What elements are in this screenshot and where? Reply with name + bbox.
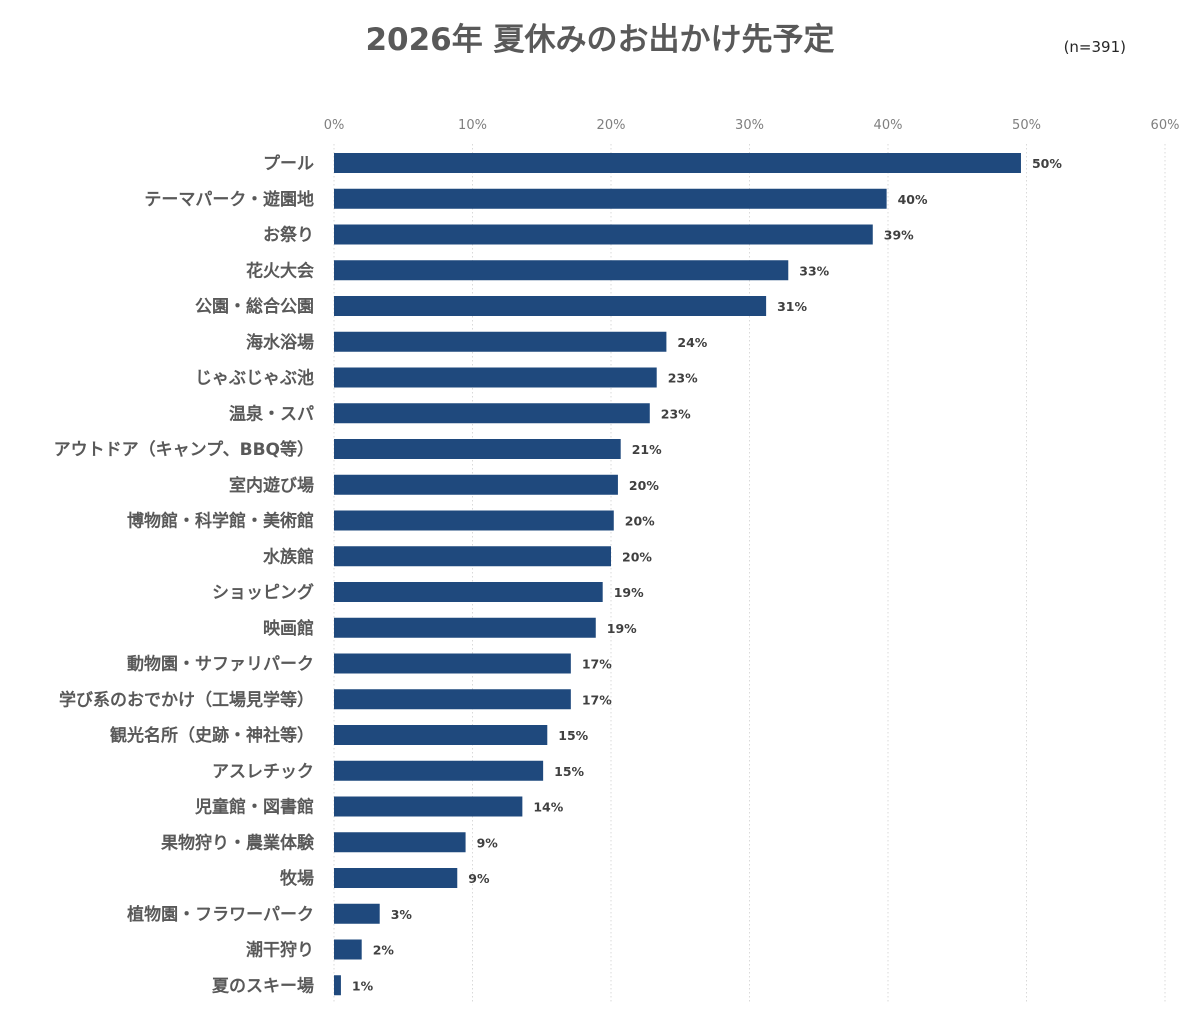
category-label: 室内遊び場 bbox=[229, 475, 314, 496]
category-label: 海水浴場 bbox=[246, 332, 314, 353]
category-label: 学び系のおでかけ（工場見学等） bbox=[59, 689, 314, 710]
bar bbox=[334, 617, 596, 638]
bar bbox=[334, 546, 611, 567]
x-tick-label: 20% bbox=[597, 118, 626, 133]
bars bbox=[334, 153, 1021, 996]
category-label: テーマパーク・遊園地 bbox=[144, 189, 314, 210]
category-label: アスレチック bbox=[212, 762, 314, 782]
category-label: ショッピング bbox=[212, 582, 314, 603]
bar bbox=[334, 510, 614, 531]
data-label: 40% bbox=[898, 192, 928, 207]
data-labels: 50% 40% 39% 33% 31% 24% 23% 23% 21% 20% 20% 20% 19% 1… bbox=[352, 156, 1062, 993]
data-label: 19% bbox=[614, 585, 644, 600]
data-label: 21% bbox=[632, 442, 662, 457]
bar bbox=[334, 868, 458, 888]
category-label: アウトドア（キャンプ、BBQ等） bbox=[54, 439, 314, 460]
bar bbox=[334, 725, 548, 745]
x-tick-label: 0% bbox=[324, 118, 345, 133]
category-labels: プールテーマパーク・遊園地お祭り花火大会公園・総合公園海水浴場じゃぶじゃぶ池温泉… bbox=[54, 153, 315, 996]
data-label: 20% bbox=[625, 514, 655, 529]
bar bbox=[334, 939, 362, 960]
x-tick-label: 50% bbox=[1012, 118, 1041, 133]
data-label: 14% bbox=[533, 800, 563, 815]
x-tick-label: 10% bbox=[458, 118, 487, 133]
category-label: 潮干狩り bbox=[246, 940, 314, 961]
data-label: 15% bbox=[554, 764, 584, 779]
category-label: じゃぶじゃぶ池 bbox=[195, 368, 314, 389]
data-label: 15% bbox=[558, 728, 588, 743]
bar bbox=[334, 439, 621, 459]
bar bbox=[334, 760, 544, 781]
bar bbox=[334, 367, 657, 388]
data-label: 17% bbox=[582, 692, 612, 707]
data-label: 33% bbox=[799, 263, 829, 278]
data-label: 39% bbox=[884, 228, 914, 243]
chart-title: 2026年 夏休みのお出かけ先予定 bbox=[365, 22, 835, 58]
bar bbox=[334, 153, 1021, 173]
data-label: 20% bbox=[629, 478, 659, 493]
data-label: 17% bbox=[582, 657, 612, 672]
x-tick-label: 30% bbox=[735, 118, 764, 133]
category-label: 温泉・スパ bbox=[229, 403, 314, 424]
category-label: 映画館 bbox=[263, 618, 314, 639]
data-label: 2% bbox=[373, 943, 395, 958]
bar bbox=[334, 582, 603, 602]
sample-size-note: (n=391) bbox=[1063, 38, 1126, 56]
category-label: 牧場 bbox=[280, 868, 314, 889]
category-label: 公園・総合公園 bbox=[195, 296, 314, 317]
bar bbox=[334, 296, 767, 316]
data-label: 9% bbox=[468, 871, 490, 886]
data-label: 9% bbox=[477, 835, 499, 850]
bar bbox=[334, 403, 650, 424]
data-label: 3% bbox=[391, 907, 413, 922]
category-label: 花火大会 bbox=[246, 260, 314, 281]
data-label: 20% bbox=[622, 549, 652, 564]
bar bbox=[334, 260, 789, 281]
gridlines bbox=[333, 144, 1166, 1004]
category-label: 児童館・図書館 bbox=[194, 797, 314, 818]
data-label: 50% bbox=[1032, 156, 1062, 171]
x-axis-ticks: 0% 10% 20% 30% 40% 50% 60% bbox=[324, 118, 1180, 133]
data-label: 24% bbox=[677, 335, 707, 350]
data-label: 23% bbox=[661, 406, 691, 421]
bar bbox=[334, 832, 466, 853]
category-label: 動物園・サファリパーク bbox=[127, 654, 314, 675]
data-label: 23% bbox=[668, 371, 698, 386]
category-label: 博物館・科学館・美術館 bbox=[127, 511, 314, 532]
category-label: 観光名所（史跡・神社等） bbox=[110, 725, 314, 746]
bar bbox=[334, 903, 380, 924]
data-label: 19% bbox=[607, 621, 637, 636]
category-label: 夏のスキー場 bbox=[212, 976, 314, 996]
data-label: 31% bbox=[777, 299, 807, 314]
bar bbox=[334, 474, 618, 495]
bar bbox=[334, 331, 667, 352]
category-label: お祭り bbox=[263, 225, 314, 246]
data-label: 1% bbox=[352, 978, 374, 993]
category-label: プール bbox=[263, 153, 314, 174]
bar bbox=[334, 653, 571, 674]
category-label: 水族館 bbox=[263, 546, 314, 567]
category-label: 植物園・フラワーパーク bbox=[127, 904, 314, 925]
x-tick-label: 40% bbox=[874, 118, 903, 133]
bar bbox=[334, 975, 341, 996]
bar bbox=[334, 224, 873, 245]
x-tick-label: 60% bbox=[1151, 118, 1180, 133]
bar bbox=[334, 796, 523, 817]
bar bbox=[334, 689, 571, 710]
bar bbox=[334, 188, 887, 209]
category-label: 果物狩り・農業体験 bbox=[161, 832, 315, 853]
